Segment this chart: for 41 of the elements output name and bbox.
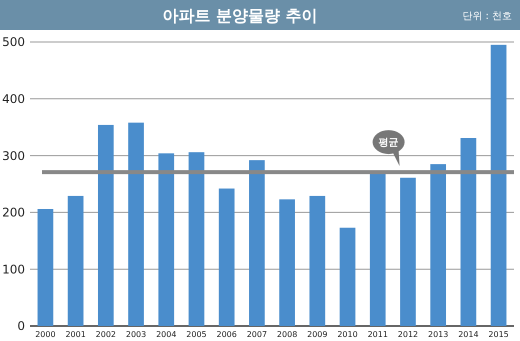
x-tick-label: 2009 <box>307 330 328 339</box>
bar <box>188 152 204 326</box>
x-tick-label: 2015 <box>488 330 509 339</box>
bar <box>68 196 84 326</box>
y-tick-label: 200 <box>2 206 25 220</box>
x-tick-label: 2007 <box>246 330 268 339</box>
y-tick-label: 0 <box>17 319 25 334</box>
ref-line-label: 평균 <box>378 138 399 149</box>
bar <box>309 196 326 326</box>
x-tick-label: 2004 <box>156 330 176 339</box>
y-tick-label: 100 <box>2 262 25 276</box>
bar <box>279 199 295 326</box>
bar <box>218 188 235 326</box>
x-tick-label: 2013 <box>428 330 448 339</box>
x-tick-label: 2000 <box>35 330 56 339</box>
y-tick-label: 500 <box>2 35 25 50</box>
x-tick-label: 2010 <box>337 330 358 339</box>
bar <box>249 160 265 326</box>
bar <box>490 44 506 326</box>
x-tick-label: 2001 <box>65 330 86 339</box>
bar <box>128 122 144 326</box>
x-tick-label: 2011 <box>368 330 388 339</box>
bar <box>158 153 174 326</box>
bar <box>340 228 356 326</box>
chart-subtitle: 단위 : 천호 <box>462 11 512 22</box>
x-tick-label: 2006 <box>216 330 237 339</box>
y-tick-label: 300 <box>2 148 25 163</box>
bar <box>460 138 476 326</box>
x-tick-label: 2002 <box>96 330 116 339</box>
chart-title: 아파트 분양물량 추이 <box>162 6 318 25</box>
bar <box>38 208 54 326</box>
bar <box>370 172 386 326</box>
x-tick-label: 2014 <box>458 330 479 339</box>
x-tick-label: 2008 <box>276 330 298 339</box>
bar <box>98 124 114 326</box>
bar <box>400 178 416 326</box>
x-tick-label: 2012 <box>398 330 418 339</box>
x-tick-label: 2003 <box>126 330 146 339</box>
y-tick-label: 400 <box>2 92 25 106</box>
bar <box>430 164 446 326</box>
x-tick-label: 2005 <box>186 330 207 339</box>
